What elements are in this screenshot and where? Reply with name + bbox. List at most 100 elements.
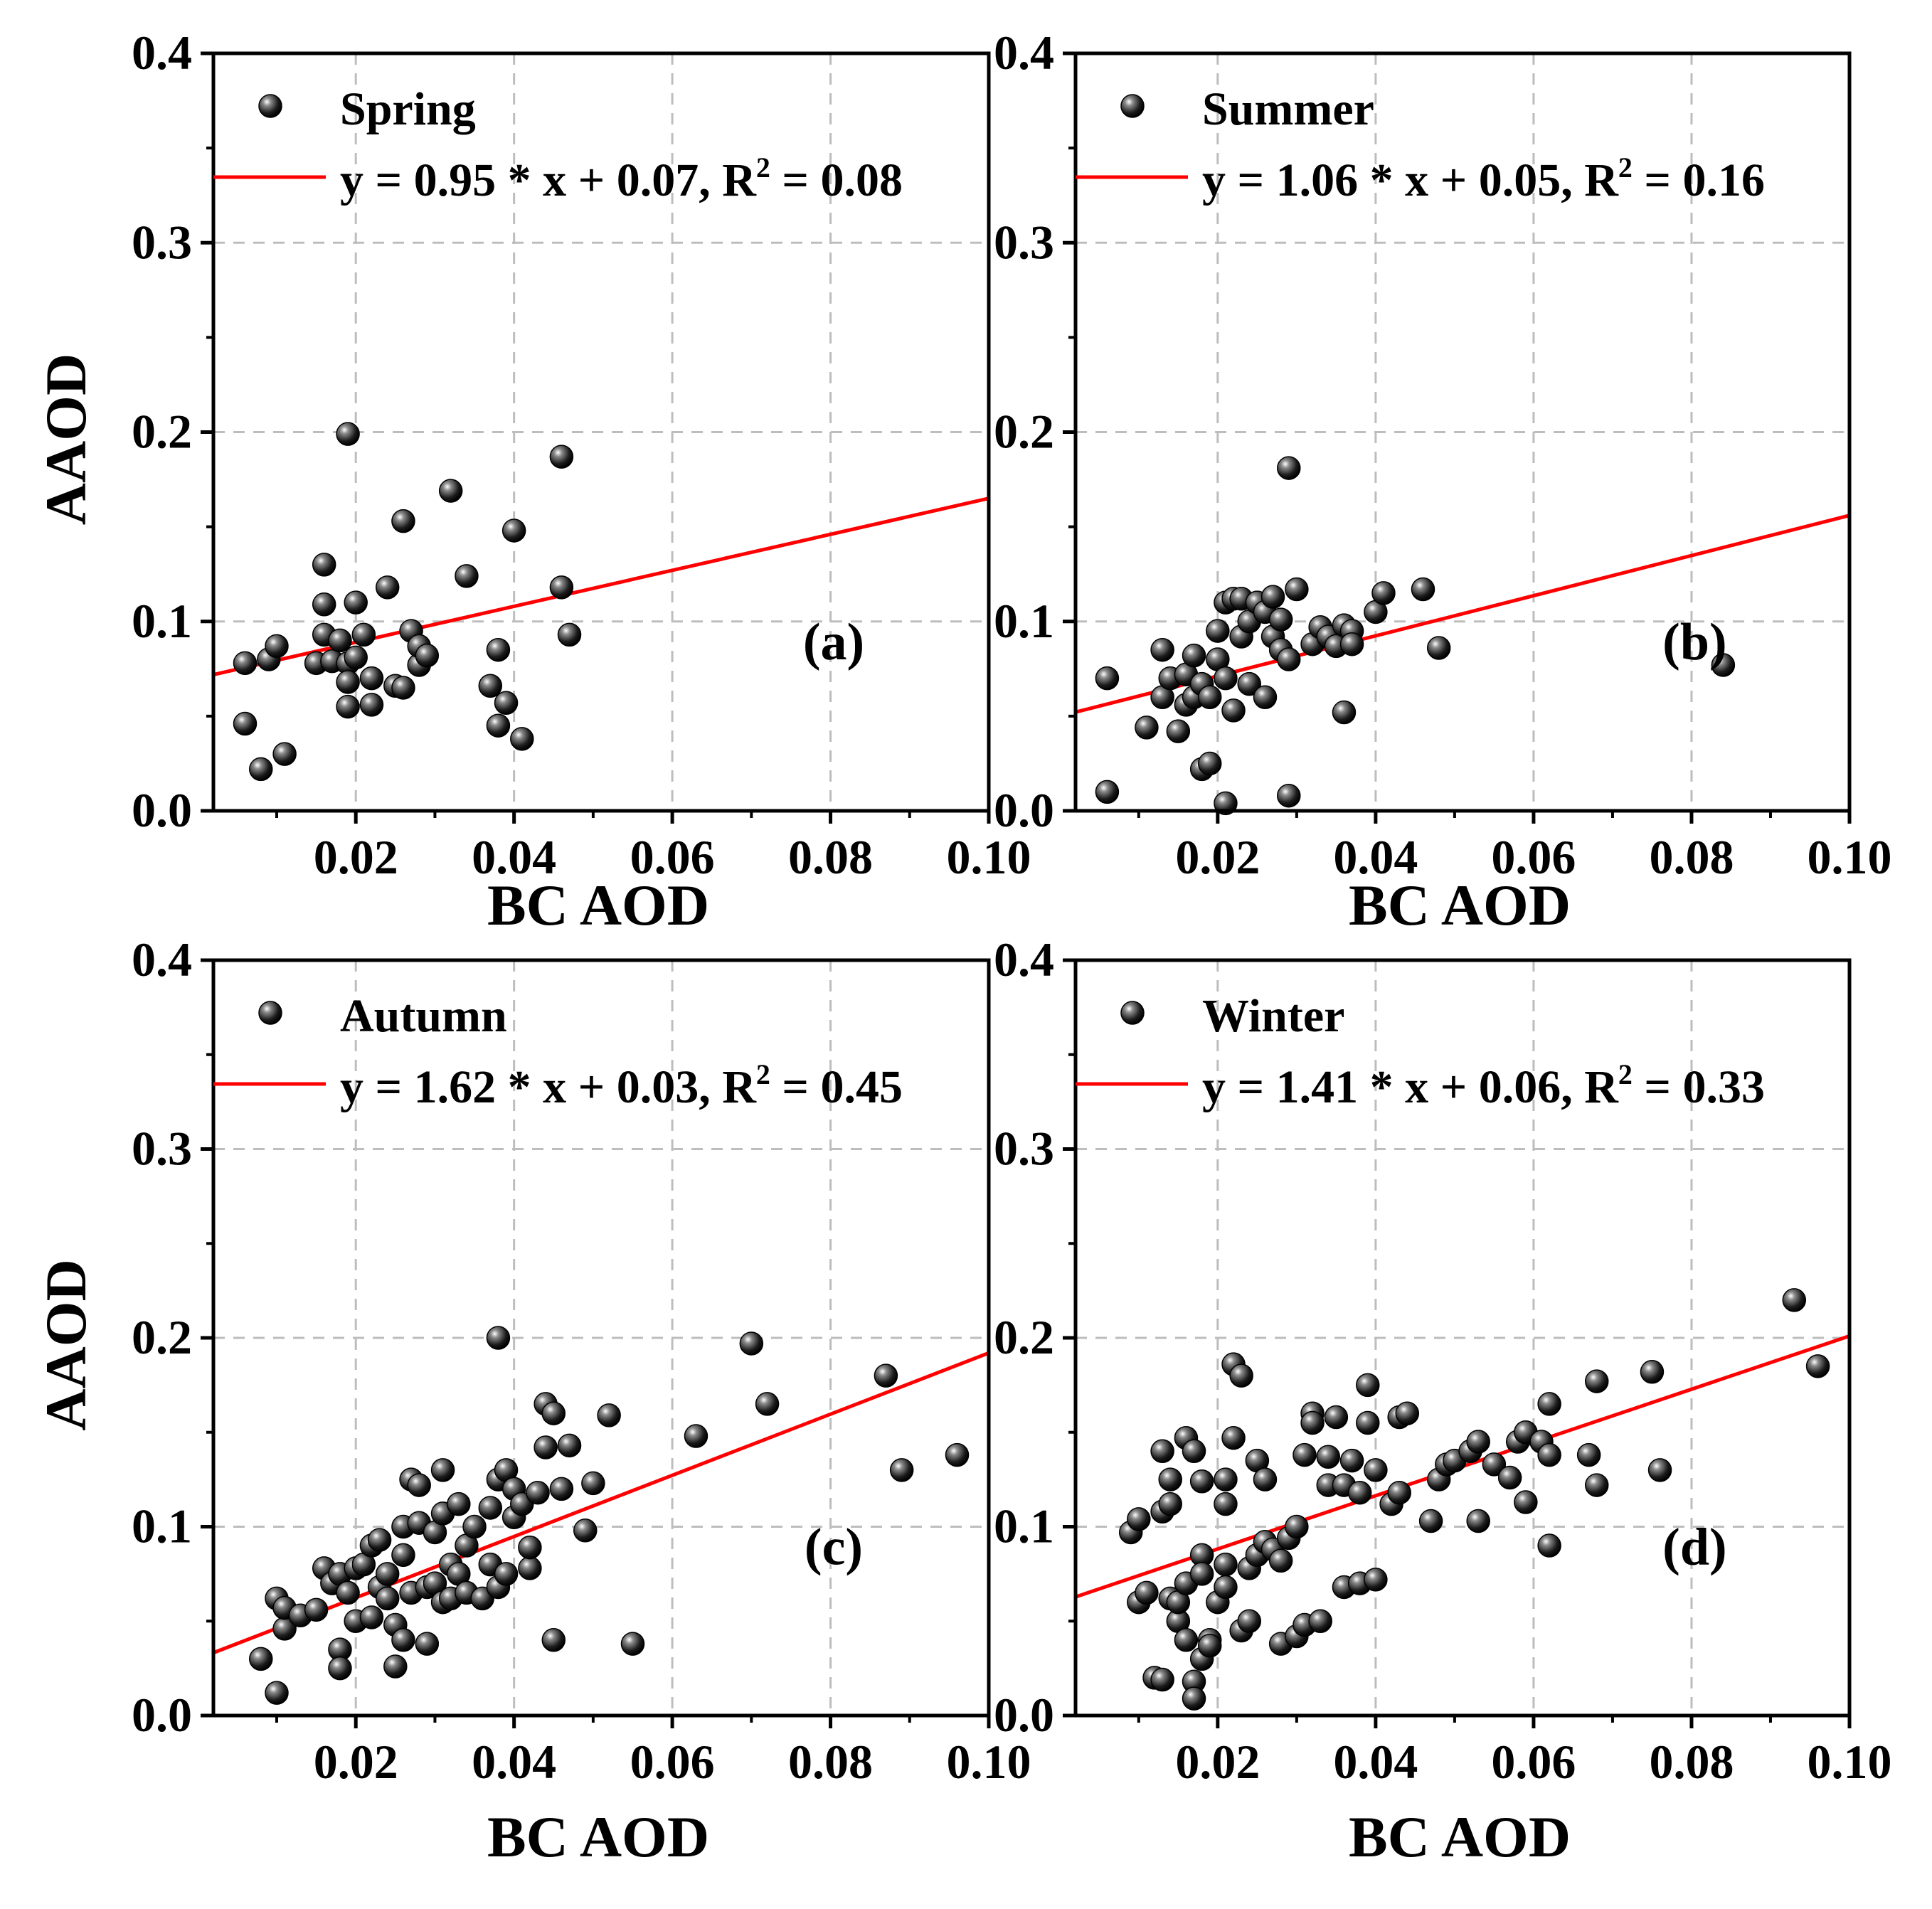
data-point bbox=[1805, 1354, 1830, 1378]
x-tick-label: 0.04 bbox=[472, 1735, 556, 1789]
panel-label: (a) bbox=[803, 613, 864, 671]
data-point bbox=[1174, 1628, 1199, 1652]
data-point bbox=[549, 575, 574, 600]
x-tick-label: 0.06 bbox=[1491, 830, 1576, 884]
data-point bbox=[945, 1442, 970, 1467]
data-point bbox=[304, 1597, 329, 1622]
x-tick-label: 0.10 bbox=[1808, 830, 1892, 884]
data-point bbox=[1214, 666, 1238, 691]
data-point bbox=[415, 643, 440, 668]
y-tick-label: 0.4 bbox=[132, 932, 192, 987]
x-tick-label: 0.04 bbox=[472, 830, 556, 884]
data-point bbox=[1182, 643, 1206, 668]
data-point bbox=[1426, 636, 1451, 660]
panel-label: (b) bbox=[1662, 613, 1726, 671]
fit-line bbox=[213, 1351, 989, 1655]
data-point bbox=[336, 1580, 360, 1605]
x-tick-label: 0.02 bbox=[314, 1735, 398, 1789]
data-point bbox=[265, 1681, 289, 1705]
data-point bbox=[1308, 1609, 1332, 1633]
data-point bbox=[1482, 1452, 1507, 1477]
data-point bbox=[1158, 1467, 1182, 1491]
y-tick-label: 0.2 bbox=[994, 405, 1054, 459]
y-tick-label: 0.1 bbox=[994, 1499, 1054, 1553]
data-point bbox=[557, 622, 582, 647]
y-tick-label: 0.3 bbox=[132, 1122, 192, 1176]
legend-marker bbox=[1120, 94, 1145, 118]
panel-winter: 0.02 0.04 0.06 0.08 0.10 0.0 0.1 0.2 0.3 0.4 BC AO… bbox=[994, 932, 1892, 1869]
data-point bbox=[272, 742, 297, 766]
data-point bbox=[1647, 1458, 1672, 1482]
data-point bbox=[1197, 1634, 1222, 1658]
data-point bbox=[1214, 1552, 1238, 1577]
data-point bbox=[478, 1496, 503, 1520]
data-point bbox=[1277, 647, 1301, 671]
x-tick-label: 0.08 bbox=[1649, 1735, 1734, 1789]
data-point bbox=[1150, 1667, 1174, 1692]
data-point bbox=[889, 1458, 914, 1482]
panel-autumn: 0.02 0.04 0.06 0.08 0.10 0.0 0.1 0.2 0.3 0.4 BC AO… bbox=[33, 932, 1031, 1869]
data-point bbox=[1268, 1548, 1293, 1573]
data-point bbox=[391, 1543, 415, 1568]
data-point bbox=[1324, 1405, 1349, 1430]
x-axis-title: BC AOD bbox=[1349, 873, 1571, 937]
data-point bbox=[1166, 719, 1191, 743]
data-point bbox=[684, 1424, 708, 1448]
data-point bbox=[501, 519, 526, 543]
data-point bbox=[367, 1528, 392, 1552]
y-tick-label: 0.0 bbox=[132, 1688, 192, 1742]
data-point bbox=[1332, 700, 1357, 725]
data-point bbox=[1300, 1410, 1325, 1435]
data-point bbox=[1356, 1410, 1380, 1435]
data-point bbox=[1316, 1445, 1341, 1469]
x-tick-label: 0.10 bbox=[947, 1735, 1031, 1789]
y-tick-label: 0.4 bbox=[132, 26, 192, 80]
data-point bbox=[336, 694, 360, 719]
x-axis-title: BC AOD bbox=[487, 873, 709, 937]
x-tick-label: 0.08 bbox=[1649, 830, 1734, 884]
data-point bbox=[375, 575, 400, 600]
data-point bbox=[1364, 1458, 1388, 1482]
data-point bbox=[1135, 1580, 1159, 1605]
data-point bbox=[233, 651, 258, 676]
x-tick-label: 0.08 bbox=[788, 830, 873, 884]
data-point bbox=[1356, 1373, 1380, 1398]
data-point bbox=[620, 1632, 645, 1656]
data-point bbox=[518, 1556, 542, 1580]
data-point bbox=[1095, 780, 1120, 804]
data-point bbox=[1371, 581, 1396, 605]
data-point bbox=[462, 1514, 487, 1539]
data-point bbox=[351, 622, 376, 647]
y-tick-label: 0.2 bbox=[994, 1310, 1054, 1364]
data-point bbox=[1237, 1609, 1261, 1633]
data-point bbox=[415, 1632, 440, 1656]
data-point bbox=[336, 422, 360, 446]
data-point bbox=[1135, 716, 1159, 740]
data-point bbox=[549, 1477, 574, 1501]
data-point bbox=[1576, 1442, 1601, 1467]
legend-marker bbox=[258, 94, 282, 118]
y-tick-label: 0.0 bbox=[994, 1688, 1054, 1742]
data-point bbox=[518, 1535, 542, 1560]
data-point bbox=[233, 711, 258, 736]
y-tick-label: 0.3 bbox=[132, 215, 192, 269]
data-point bbox=[1584, 1473, 1609, 1497]
legend-fit-equation: y = 0.95 * x + 0.07, R2 = 0.08 bbox=[340, 151, 903, 206]
fit-line bbox=[213, 496, 989, 677]
data-point bbox=[359, 1605, 384, 1629]
data-point bbox=[1229, 1363, 1253, 1388]
data-point bbox=[541, 1401, 566, 1425]
data-point bbox=[510, 727, 534, 751]
y-axis-title: AAOD bbox=[33, 1259, 98, 1430]
data-point bbox=[391, 509, 415, 533]
data-point bbox=[1514, 1490, 1538, 1514]
data-point bbox=[344, 645, 368, 670]
legend-season-label: Spring bbox=[340, 83, 476, 135]
y-tick-label: 0.2 bbox=[132, 1310, 192, 1364]
y-tick-label: 0.0 bbox=[994, 783, 1054, 837]
data-point bbox=[1497, 1465, 1522, 1490]
data-point bbox=[597, 1403, 621, 1427]
panel-label: (d) bbox=[1662, 1519, 1726, 1577]
data-point bbox=[1150, 637, 1174, 662]
